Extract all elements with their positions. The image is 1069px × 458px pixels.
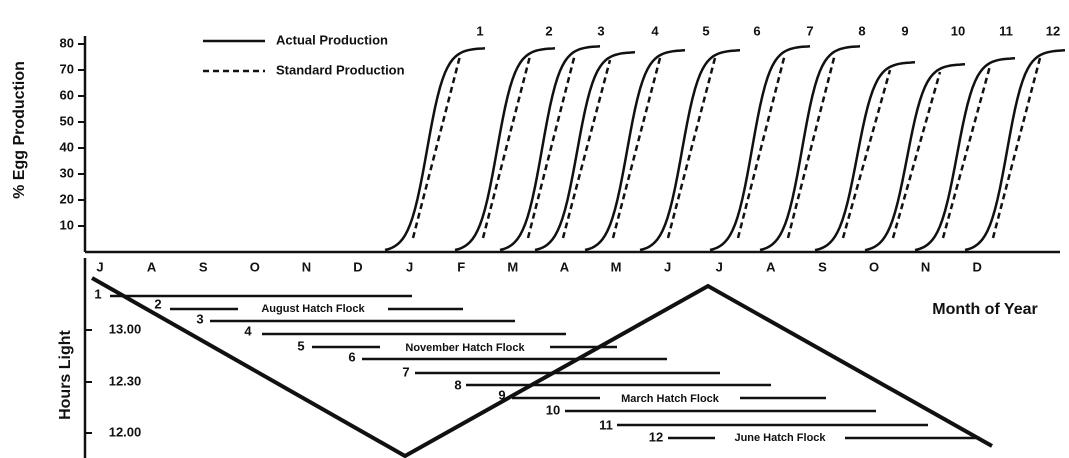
- month-label: J: [716, 259, 723, 274]
- actual-curve: [864, 63, 966, 252]
- actual-curve: [964, 49, 1066, 252]
- daylight-line: [91, 276, 993, 458]
- curve-label: 8: [858, 23, 865, 38]
- month-label: N: [302, 259, 311, 274]
- curve-label: 3: [597, 23, 604, 38]
- month-label: A: [766, 259, 776, 274]
- label-bg: [380, 341, 550, 355]
- month-label: A: [147, 259, 157, 274]
- standard-curve: [526, 53, 577, 239]
- month-label: J: [96, 259, 103, 274]
- tick-label: 50: [60, 113, 74, 128]
- curve-label: 7: [806, 23, 813, 38]
- label-bg: [600, 392, 740, 406]
- actual-curve: [639, 49, 741, 252]
- tick-label: 10: [60, 217, 74, 232]
- standard-curve: [841, 69, 892, 239]
- actual-curve: [454, 47, 556, 252]
- actual-curve: [499, 45, 601, 252]
- curve-label: 9: [901, 23, 908, 38]
- month-label: O: [869, 259, 879, 274]
- tick-label: 12.30: [109, 373, 142, 388]
- standard-curve: [941, 65, 992, 239]
- month-label: A: [560, 259, 570, 274]
- standard-curve: [666, 57, 717, 239]
- month-label: M: [507, 259, 518, 274]
- flock-number: 12: [649, 429, 663, 444]
- tick-label: 80: [60, 35, 74, 50]
- curve-label: 1: [476, 23, 483, 38]
- label-bg: [238, 302, 388, 316]
- flock-number: 9: [498, 387, 505, 402]
- curve-label: 12: [1046, 23, 1060, 38]
- month-label: S: [199, 259, 208, 274]
- tick-label: 13.00: [109, 321, 142, 336]
- standard-curve: [481, 55, 532, 239]
- flock-number: 3: [196, 311, 203, 326]
- hatch-label: March Hatch Flock: [621, 393, 720, 405]
- flock-number: 2: [154, 296, 161, 311]
- legend-label: Standard Production: [276, 62, 405, 77]
- flock-number: 6: [348, 349, 355, 364]
- x-axis-label: Month of Year: [932, 301, 1038, 318]
- flock-number: 5: [297, 338, 304, 353]
- tick-label: 60: [60, 87, 74, 102]
- month-label: M: [611, 259, 622, 274]
- tick-label: 20: [60, 191, 74, 206]
- flock-number: 4: [244, 323, 252, 338]
- tick-label: 70: [60, 61, 74, 76]
- hatch-label: November Hatch Flock: [405, 342, 525, 354]
- month-label: N: [921, 259, 930, 274]
- standard-curve: [786, 53, 837, 239]
- standard-curve: [891, 71, 942, 239]
- curve-label: 11: [999, 23, 1013, 38]
- standard-curve: [411, 55, 462, 239]
- curve-label: 10: [951, 23, 965, 38]
- standard-curve: [991, 57, 1042, 239]
- month-label: F: [457, 259, 465, 274]
- curve-label: 2: [545, 23, 552, 38]
- actual-curve: [709, 45, 811, 252]
- standard-curve: [736, 53, 787, 239]
- actual-curve: [534, 51, 636, 252]
- actual-curve: [584, 49, 686, 252]
- flock-number: 10: [546, 402, 560, 417]
- tick-label: 40: [60, 139, 74, 154]
- actual-curve: [914, 57, 1016, 252]
- month-label: D: [353, 259, 362, 274]
- hours-axis-label: Hours Light: [57, 329, 74, 419]
- curve-label: 4: [651, 23, 659, 38]
- flock-number: 1: [94, 286, 101, 301]
- standard-curve: [561, 59, 612, 239]
- standard-curve: [611, 57, 662, 239]
- month-label: D: [973, 259, 982, 274]
- flock-number: 7: [402, 364, 409, 379]
- egg-axis-label: % Egg Production: [11, 61, 28, 199]
- actual-curve: [814, 61, 916, 252]
- month-label: J: [664, 259, 671, 274]
- actual-curve: [759, 45, 861, 252]
- curve-label: 6: [753, 23, 760, 38]
- hatch-label: June Hatch Flock: [734, 432, 826, 444]
- flock-number: 11: [599, 417, 613, 432]
- actual-curve: [384, 47, 486, 252]
- tick-label: 12.00: [109, 424, 142, 439]
- label-bg: [715, 431, 845, 445]
- legend-label: Actual Production: [276, 32, 388, 47]
- tick-label: 30: [60, 165, 74, 180]
- month-label: S: [818, 259, 827, 274]
- flock-number: 8: [454, 377, 461, 392]
- month-label: O: [250, 259, 260, 274]
- month-label: J: [406, 259, 413, 274]
- curve-label: 5: [702, 23, 709, 38]
- hatch-label: August Hatch Flock: [261, 303, 365, 315]
